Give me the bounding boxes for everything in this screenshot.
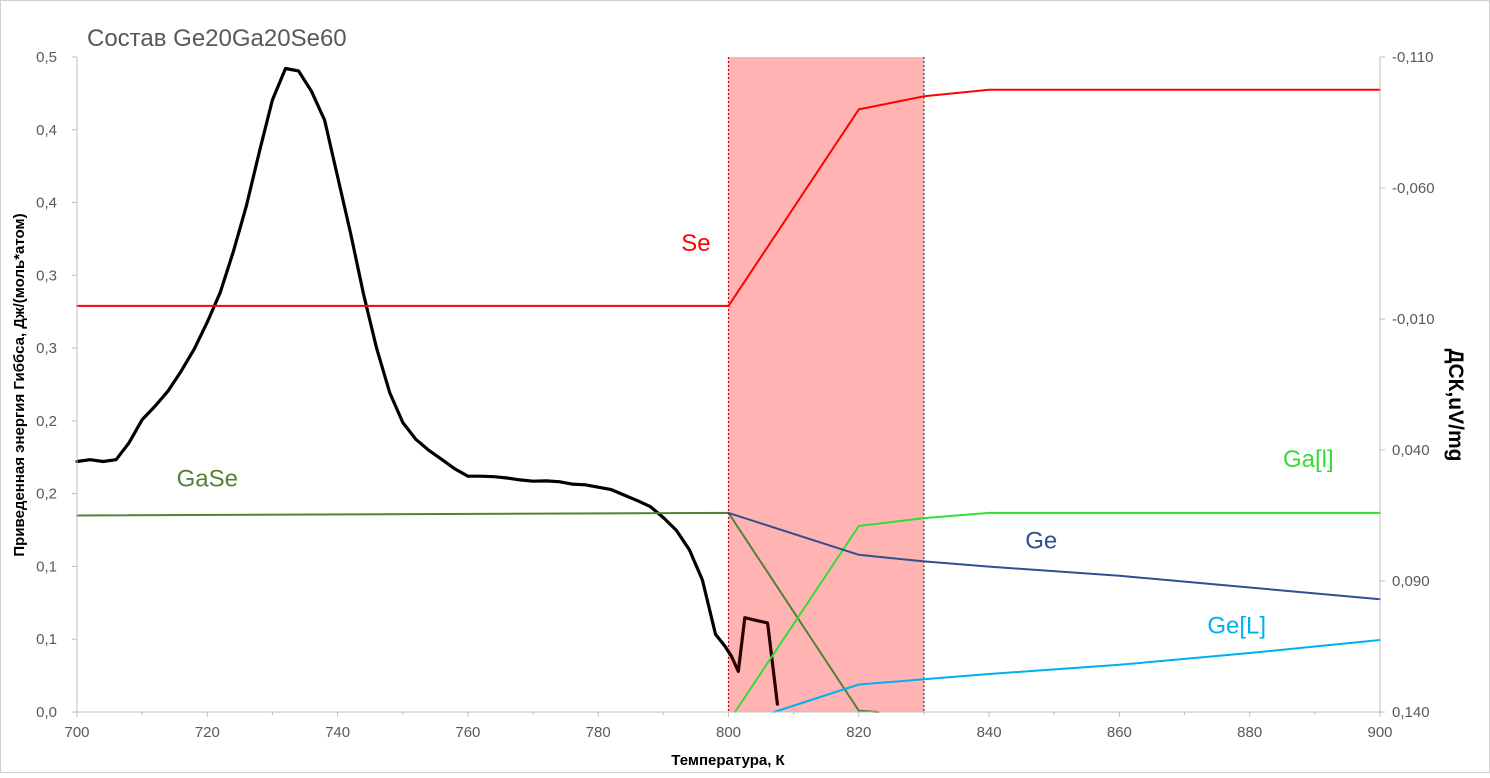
x-tick-label: 800 — [716, 724, 741, 741]
y-axis-title: Приведенная энергия Гиббса, Дж/(моль*ато… — [11, 213, 28, 556]
y2-tick-label: -0,060 — [1392, 180, 1435, 197]
x-tick-label: 880 — [1237, 724, 1262, 741]
y2-tick-label: 0,140 — [1392, 704, 1430, 721]
series-line-ge — [727, 511, 1381, 601]
x-tick-label: 840 — [977, 724, 1002, 741]
series-line-se — [76, 88, 1381, 307]
shaded-region — [728, 57, 924, 712]
x-tick-label: 740 — [325, 724, 350, 741]
x-tick-label: 860 — [1107, 724, 1132, 741]
y-tick-label: 0,4 — [36, 122, 57, 139]
y-tick-label: 0,0 — [36, 704, 57, 721]
series-label-gase: GaSe — [177, 466, 238, 493]
x-tick-label: 820 — [846, 724, 871, 741]
series-label-se: Se — [681, 230, 710, 257]
series-line-dsc-5 — [75, 66, 734, 659]
y2-tick-label: 0,040 — [1392, 442, 1430, 459]
y-tick-label: 0,2 — [36, 413, 57, 430]
y2-tick-label: -0,010 — [1392, 311, 1435, 328]
chart-title: Состав Ge20Ga20Se60 — [87, 25, 347, 52]
y-tick-label: 0,4 — [36, 195, 57, 212]
y-tick-label: 0,5 — [36, 49, 57, 66]
series-label-ge-l: Ge[L] — [1207, 612, 1266, 639]
x-tick-label: 900 — [1367, 724, 1392, 741]
x-tick-label: 760 — [455, 724, 480, 741]
x-tick-label: 780 — [586, 724, 611, 741]
series-line-ge-l — [773, 639, 1381, 713]
y-tick-label: 0,3 — [36, 340, 57, 357]
y-tick-label: 0,2 — [36, 486, 57, 503]
series-line-ga-l — [734, 511, 1381, 713]
series-label-ge: Ge — [1025, 527, 1057, 554]
y2-axis-title: ДСК,uV/mg — [1444, 349, 1467, 462]
x-tick-label: 720 — [195, 724, 220, 741]
y2-tick-label: -0,110 — [1392, 49, 1433, 66]
y-tick-label: 0,1 — [36, 558, 57, 575]
y2-tick-label: 0,090 — [1392, 573, 1430, 590]
series-label-ga-l: Ga[l] — [1283, 446, 1334, 473]
y-tick-label: 0,3 — [36, 267, 57, 284]
series-line-dsc-6 — [730, 616, 780, 706]
x-tick-label: 700 — [64, 724, 89, 741]
x-axis-title: Температура, К — [671, 752, 785, 769]
series-line-gase — [76, 511, 880, 713]
y-tick-label: 0,1 — [36, 631, 57, 648]
